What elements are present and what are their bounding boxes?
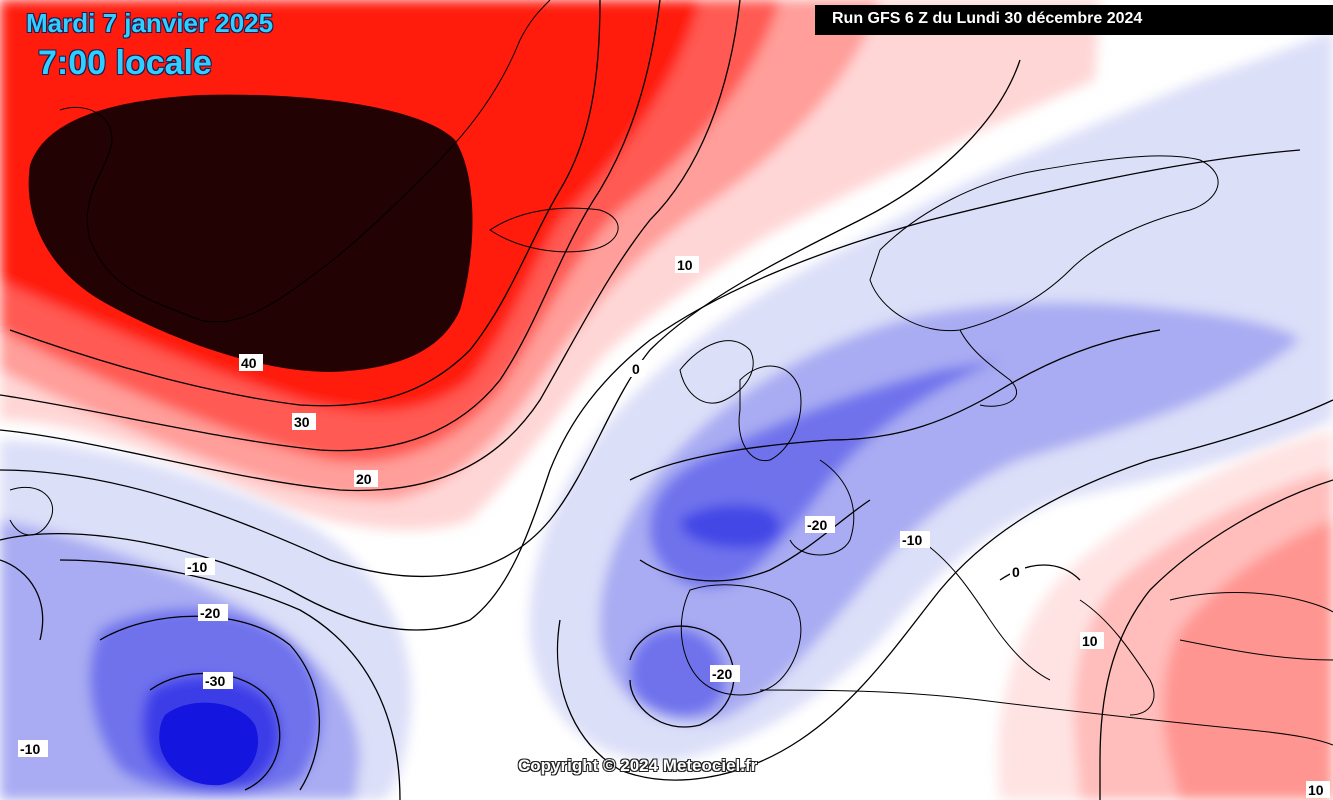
- svg-text:-10: -10: [187, 559, 207, 575]
- run-banner: Run GFS 6 Z du Lundi 30 décembre 2024: [815, 5, 1333, 35]
- contour-label: -20: [805, 516, 835, 533]
- svg-text:-20: -20: [712, 666, 732, 682]
- contour-label: -30: [203, 672, 233, 689]
- contour-label: -10: [18, 740, 48, 757]
- coastlines: [9, 0, 1333, 746]
- contour-label: 0: [1010, 563, 1025, 580]
- svg-text:-10: -10: [902, 532, 922, 548]
- contour-label: 10: [1306, 781, 1330, 798]
- svg-text:-20: -20: [200, 605, 220, 621]
- contour-label: -10: [185, 558, 215, 575]
- svg-text:10: 10: [1082, 633, 1098, 649]
- contour-label: 10: [1080, 632, 1104, 649]
- contour-label: -10: [900, 531, 930, 548]
- svg-text:30: 30: [294, 414, 310, 430]
- cold-core-atlantic: [159, 702, 259, 786]
- forecast-time: 7:00 locale: [38, 44, 212, 82]
- svg-text:10: 10: [1308, 782, 1324, 798]
- svg-text:-10: -10: [20, 741, 40, 757]
- svg-text:20: 20: [356, 471, 372, 487]
- contour-label: 0: [630, 360, 645, 377]
- contour-label: -20: [198, 604, 228, 621]
- svg-text:0: 0: [1012, 564, 1020, 580]
- contour-label: 10: [675, 256, 699, 273]
- cold-anomaly-europe: [529, 30, 1333, 762]
- svg-text:-30: -30: [205, 673, 225, 689]
- svg-text:0: 0: [632, 361, 640, 377]
- contour-label: -20: [710, 665, 740, 682]
- svg-text:10: 10: [677, 257, 693, 273]
- forecast-date: Mardi 7 janvier 2025: [26, 8, 274, 38]
- run-banner-text: Run GFS 6 Z du Lundi 30 décembre 2024: [832, 10, 1143, 27]
- svg-text:40: 40: [241, 355, 257, 371]
- warm-core: [28, 94, 473, 372]
- contour-label: 20: [354, 470, 378, 487]
- warm-anomaly-balkans: [997, 430, 1333, 800]
- contour-labels: 40 30 20 10 0 -10 -20 -30 -20 -10 -20 0 …: [18, 256, 1330, 798]
- copyright-text: Copyright © 2024 Meteociel.fr: [518, 756, 758, 775]
- contour-label: 30: [292, 413, 316, 430]
- svg-text:-20: -20: [807, 517, 827, 533]
- contour-label: 40: [239, 354, 263, 371]
